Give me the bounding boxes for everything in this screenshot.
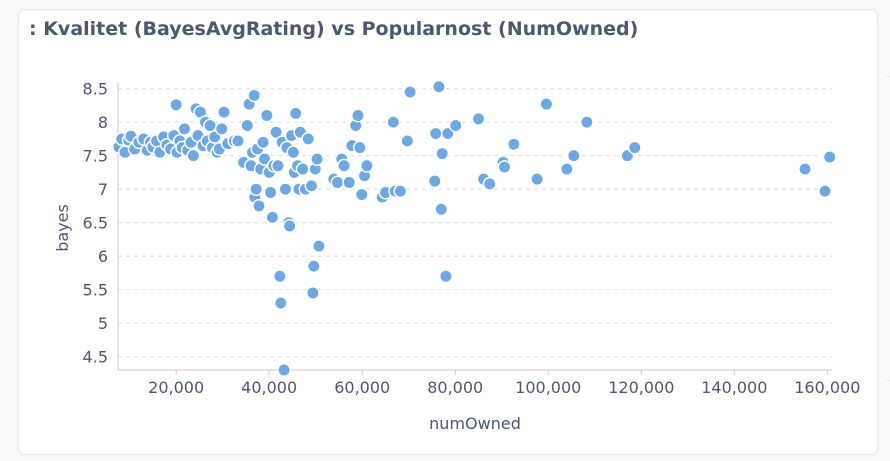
data-point[interactable] (386, 115, 401, 130)
x-tick-label: 100,000 (515, 378, 581, 397)
data-point[interactable] (310, 152, 325, 166)
data-point[interactable] (295, 162, 310, 177)
data-point[interactable] (342, 175, 357, 190)
adjacent-card-edge (886, 76, 890, 77)
data-point[interactable] (288, 106, 303, 121)
data-point[interactable] (278, 182, 293, 197)
data-point[interactable] (448, 118, 463, 133)
data-point[interactable] (438, 269, 453, 284)
x-tick-label: 120,000 (608, 378, 674, 397)
data-point[interactable] (251, 198, 266, 213)
data-point[interactable] (265, 210, 280, 225)
y-tick-label: 8 (98, 113, 108, 132)
data-point[interactable] (249, 182, 264, 197)
y-tick-label: 4.5 (83, 348, 108, 367)
x-tick-label: 60,000 (334, 378, 390, 397)
data-point[interactable] (177, 121, 192, 136)
data-point[interactable] (247, 88, 262, 103)
data-point[interactable] (256, 135, 271, 150)
data-point[interactable] (798, 162, 812, 177)
data-point[interactable] (354, 187, 369, 202)
data-point[interactable] (822, 150, 837, 164)
data-point[interactable] (282, 219, 297, 233)
data-point[interactable] (214, 121, 229, 136)
x-axis-label: numOwned (429, 414, 521, 433)
data-point[interactable] (559, 162, 574, 177)
x-tick-label: 20,000 (148, 378, 204, 397)
data-point[interactable] (257, 152, 272, 166)
data-points (111, 79, 837, 377)
data-point[interactable] (403, 85, 418, 99)
data-point[interactable] (393, 184, 408, 199)
chart-card (18, 9, 878, 455)
data-point[interactable] (428, 126, 443, 141)
data-point[interactable] (269, 125, 284, 140)
data-point[interactable] (186, 148, 201, 163)
data-point[interactable] (271, 158, 285, 173)
x-tick-label: 80,000 (427, 378, 483, 397)
y-axis-label: bayes (53, 204, 72, 252)
x-tick-label: 140,000 (701, 378, 767, 397)
data-point[interactable] (240, 118, 255, 133)
data-point[interactable] (432, 79, 446, 94)
data-point[interactable] (566, 148, 581, 163)
data-point[interactable] (506, 137, 521, 152)
data-point[interactable] (482, 176, 497, 191)
data-point[interactable] (305, 286, 320, 300)
data-point[interactable] (259, 108, 274, 123)
y-tick-label: 7 (98, 180, 108, 199)
data-point[interactable] (539, 97, 554, 112)
data-point[interactable] (627, 140, 642, 155)
data-point[interactable] (400, 133, 415, 148)
data-point[interactable] (330, 175, 345, 190)
data-point[interactable] (579, 115, 594, 130)
data-point[interactable] (351, 108, 365, 123)
data-point[interactable] (352, 140, 367, 155)
data-point[interactable] (818, 184, 832, 199)
y-tick-label: 8.5 (83, 80, 108, 99)
data-point[interactable] (263, 185, 278, 200)
y-tick-label: 5 (98, 314, 108, 333)
data-point[interactable] (272, 269, 287, 284)
chart-title: : Kvalitet (BayesAvgRating) vs Popularno… (29, 18, 639, 40)
adjacent-card-edge (886, 380, 890, 381)
data-point[interactable] (471, 111, 486, 126)
y-tick-label: 6 (98, 247, 108, 266)
data-point[interactable] (497, 160, 512, 175)
data-point[interactable] (306, 259, 321, 274)
y-tick-label: 7.5 (83, 147, 108, 166)
data-point[interactable] (217, 105, 232, 120)
data-point[interactable] (277, 363, 292, 377)
data-point[interactable] (231, 133, 245, 148)
data-point[interactable] (273, 296, 288, 310)
data-point[interactable] (311, 239, 326, 254)
data-point[interactable] (286, 145, 301, 160)
data-point[interactable] (434, 202, 449, 217)
data-point[interactable] (530, 172, 545, 187)
axes: 4.5 5 5.5 6 6.5 7 7.5 8 8.5 20,000 40,000 60,000 80,… (83, 80, 861, 397)
data-point[interactable] (359, 158, 374, 173)
data-point[interactable] (203, 118, 218, 133)
data-point[interactable] (169, 97, 184, 112)
x-tick-label: 160,000 (794, 378, 860, 397)
data-point[interactable] (301, 131, 316, 146)
y-tick-label: 6.5 (83, 214, 108, 233)
data-point[interactable] (304, 178, 319, 193)
data-point[interactable] (337, 158, 352, 173)
x-tick-label: 40,000 (241, 378, 297, 397)
data-point[interactable] (427, 174, 442, 189)
y-tick-label: 5.5 (83, 281, 108, 300)
grid-lines (118, 88, 832, 358)
data-point[interactable] (435, 146, 450, 161)
